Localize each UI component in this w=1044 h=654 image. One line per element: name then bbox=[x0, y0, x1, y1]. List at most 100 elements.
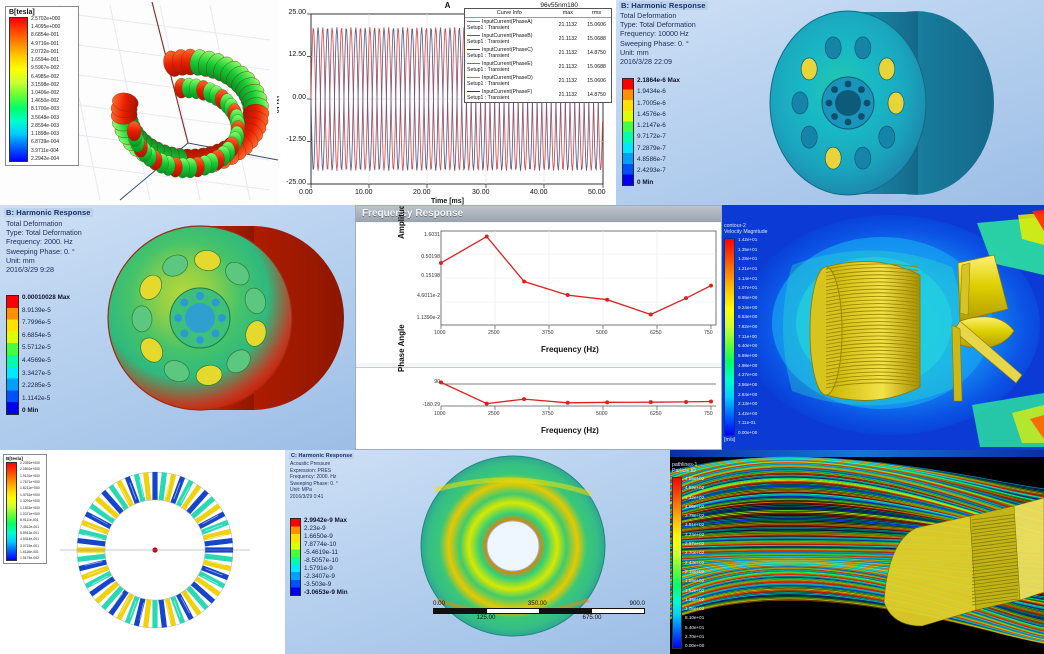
phase-y-axis-title: Phase Angle bbox=[397, 324, 406, 372]
curve-info-max: 21.1132 bbox=[554, 88, 582, 102]
curve-info-name: InputCurrent(PhaseA) Setup1 : Transient bbox=[465, 18, 554, 33]
window-title[interactable]: Frequency Response bbox=[356, 206, 721, 222]
legend-value: 9.24e+00 bbox=[738, 306, 757, 311]
legend-value: 1.42e+00 bbox=[738, 412, 757, 417]
legend-value: 4.5314e-001 bbox=[20, 538, 44, 541]
panel-cfd-velocity-contour: contour-2 Velocity Magnitude 1.42e+01 1.3… bbox=[722, 205, 1044, 450]
rotor-disc-geometry bbox=[0, 205, 355, 450]
legend-value: 1.42e+01 bbox=[738, 238, 757, 243]
curve-info-rms: 15.0688 bbox=[582, 32, 611, 46]
legend-value: 6.4985e-002 bbox=[31, 75, 75, 80]
panel-acoustic-pressure: C: Harmonic Response Acoustic Pressure Ex… bbox=[285, 450, 670, 654]
legend-value: 7.11e+00 bbox=[738, 335, 757, 340]
legend-value: 2.0722e-001 bbox=[31, 50, 75, 55]
curve-info-row: InputCurrent(PhaseB) Setup1 : Transient 21… bbox=[465, 32, 611, 46]
x-tick: 6250 bbox=[650, 411, 662, 417]
curve-color-swatch bbox=[467, 35, 480, 36]
curve-color-swatch bbox=[467, 91, 480, 92]
x-tick: 750 bbox=[704, 330, 713, 336]
legend-value: 2.16e+02 bbox=[685, 570, 704, 575]
y-tick: 1.1390e-2 bbox=[417, 315, 440, 321]
curve-info-name: InputCurrent(PhaseE) Setup1 : Transient bbox=[465, 60, 554, 74]
panel-frequency-response: Frequency Response Amplitude (mm/s) bbox=[355, 205, 722, 450]
curve-info-max: 21.1132 bbox=[554, 32, 582, 46]
legend-value: 8.6854e-001 bbox=[31, 33, 75, 38]
legend-value: 8.53e+00 bbox=[738, 315, 757, 320]
legend-value: 2.5702e+000 bbox=[31, 17, 75, 22]
panel-maxwell-2d-field: B[tesla] 2.2051e+000 2.0591e+000 1.9131e+0… bbox=[0, 450, 285, 654]
legend-value: 5.69e+00 bbox=[738, 354, 757, 359]
legend-value: 1.5174e-002 bbox=[20, 557, 44, 560]
legend-title-line2: Particle ID bbox=[672, 468, 730, 474]
curve-color-swatch bbox=[467, 77, 480, 78]
curve-info-header: Curve Info bbox=[465, 9, 554, 18]
curve-color-swatch bbox=[467, 21, 480, 22]
curve-info-max: 21.1132 bbox=[554, 18, 582, 33]
legend-value: 1.35e+01 bbox=[738, 248, 757, 253]
legend-units: [m/s] bbox=[724, 437, 786, 443]
y-tick: 1.6031 bbox=[424, 232, 440, 238]
panel-maxwell-3d-bfield: B[tesla] 2.5702e+000 1.4095e+000 8.6854e-0… bbox=[0, 0, 279, 205]
legend-value: 2.97e+02 bbox=[685, 542, 704, 547]
curve-info-rms: 14.8750 bbox=[582, 46, 611, 60]
legend-value: 2.70e+01 bbox=[685, 635, 704, 640]
curve-info-row: InputCurrent(PhaseD) Setup1 : Transient 21… bbox=[465, 74, 611, 88]
maxwell-bfield-legend: B[tesla] 2.5702e+000 1.4095e+000 8.6854e-0… bbox=[5, 6, 79, 166]
legend-value: 8.9111e-001 bbox=[20, 519, 44, 522]
maxwell-2d-legend: B[tesla] 2.2051e+000 2.0591e+000 1.9131e+0… bbox=[3, 454, 47, 564]
phase-chart-svg bbox=[356, 368, 722, 450]
legend-value: 1.0371e+000 bbox=[20, 513, 44, 516]
rotor-disc-geometry bbox=[616, 0, 1044, 205]
x-tick: 6250 bbox=[650, 330, 662, 336]
legend-value: 5.9913e-001 bbox=[20, 532, 44, 535]
legend-value: 2.8594e-003 bbox=[31, 124, 75, 129]
legend-value: 1.08e+02 bbox=[685, 607, 704, 612]
legend-value: 2.43e+02 bbox=[685, 561, 704, 566]
legend-value: 2.0591e+000 bbox=[20, 468, 44, 471]
curve-info-legend: Curve Info max rms InputCurrent(PhaseA) Set… bbox=[464, 8, 612, 103]
legend-value: 0.00e+00 bbox=[685, 644, 704, 649]
legend-value: 3.5648e-003 bbox=[31, 116, 75, 121]
legend-value: 1.1831e+000 bbox=[20, 507, 44, 510]
legend-value: 1.0406e-002 bbox=[31, 91, 75, 96]
x-tick: 3750 bbox=[542, 411, 554, 417]
legend-value: 6.8739e-004 bbox=[31, 140, 75, 145]
legend-value: 3.9711e-004 bbox=[31, 149, 75, 154]
curve-info-max: 21.1132 bbox=[554, 46, 582, 60]
curve-info-rms: 15.0688 bbox=[582, 60, 611, 74]
x-tick: 1000 bbox=[434, 411, 446, 417]
legend-value: 1.7671e+000 bbox=[20, 481, 44, 484]
curve-info-name: InputCurrent(PhaseC) Setup1 : Transient bbox=[465, 46, 554, 60]
legend-value: 3.0715e-001 bbox=[20, 545, 44, 548]
legend-value: 1.4650e-002 bbox=[31, 99, 75, 104]
legend-value: 2.2051e+000 bbox=[20, 462, 44, 465]
legend-value: 8.1700e-003 bbox=[31, 107, 75, 112]
y-tick: 90 bbox=[434, 379, 440, 385]
legend-value: 4.05e+02 bbox=[685, 505, 704, 510]
curve-info-rms: 15.0606 bbox=[582, 74, 611, 88]
cfd-legend: contour-2 Velocity Magnitude 1.42e+01 1.3… bbox=[724, 223, 786, 443]
legend-value: 7.82e+00 bbox=[738, 325, 757, 330]
curve-info-name: InputCurrent(PhaseF) Setup1 : Transient bbox=[465, 88, 554, 102]
curve-color-swatch bbox=[467, 49, 480, 50]
legend-value: 4.98e+00 bbox=[738, 364, 757, 369]
legend-value: 1.35e+02 bbox=[685, 598, 704, 603]
legend-value: 1.9131e+000 bbox=[20, 475, 44, 478]
x-tick: 3750 bbox=[542, 330, 554, 336]
legend-value: 2.2942e-004 bbox=[31, 157, 75, 162]
legend-value: 1.1898e-003 bbox=[31, 132, 75, 137]
legend-value: 3.51e+02 bbox=[685, 523, 704, 528]
x-axis-title: Time [ms] bbox=[279, 198, 616, 205]
curve-info-max: 21.1132 bbox=[554, 74, 582, 88]
legend-value: 2.13e+00 bbox=[738, 402, 757, 407]
x-tick: 5000 bbox=[596, 330, 608, 336]
legend-value: 3.24e+02 bbox=[685, 533, 704, 538]
legend-value: 1.21e+01 bbox=[738, 267, 757, 272]
legend-value: 4.86e+02 bbox=[685, 477, 704, 482]
curve-info-header: rms bbox=[582, 9, 611, 18]
simulation-collage: B[tesla] 2.5702e+000 1.4095e+000 8.6854e-0… bbox=[0, 0, 1044, 654]
curve-info-row: InputCurrent(PhaseE) Setup1 : Transient 21… bbox=[465, 60, 611, 74]
scale-bar: 0.00 350.00 900.0 125.00 675.00 bbox=[433, 600, 645, 621]
legend-value: 7.11e-01 bbox=[738, 421, 757, 426]
legend-value: 7.4512e-001 bbox=[20, 526, 44, 529]
